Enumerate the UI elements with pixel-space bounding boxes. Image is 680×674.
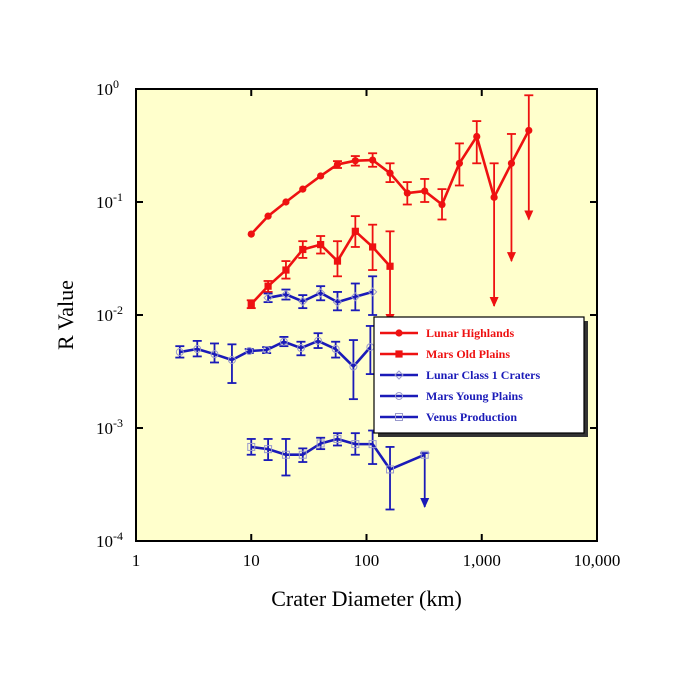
data-point — [317, 240, 325, 249]
data-layer — [175, 94, 534, 511]
data-point — [317, 172, 325, 180]
data-point — [351, 227, 359, 235]
data-point — [386, 262, 394, 270]
data-point — [438, 200, 446, 209]
data-point — [351, 157, 359, 165]
data-point — [263, 293, 273, 303]
limit-arrow — [420, 497, 430, 508]
data-point — [210, 350, 219, 359]
limit-arrow — [489, 297, 499, 308]
data-point — [262, 346, 271, 355]
series-1 — [246, 215, 395, 324]
y-tick-label: 10-3 — [96, 416, 123, 438]
data-point — [245, 347, 254, 356]
x-tick-label: 10 — [243, 551, 260, 570]
plot-background — [136, 89, 597, 541]
legend-marker — [394, 370, 404, 380]
data-point — [420, 450, 429, 459]
data-point — [299, 245, 307, 254]
data-point — [247, 300, 255, 308]
data-point — [525, 126, 533, 135]
legend-label: Lunar Highlands — [426, 326, 514, 340]
data-point — [227, 355, 236, 364]
data-point — [296, 344, 305, 353]
x-tick-label: 1,000 — [463, 551, 501, 570]
data-point — [507, 159, 516, 167]
data-point — [279, 337, 288, 346]
axis-layer: 1 10 100 1,000 10,000 100 10-1 10-2 10-3 10-4 — [96, 77, 620, 570]
y-axis-title: R Value — [53, 280, 78, 350]
series-line — [251, 437, 426, 471]
data-point — [315, 288, 326, 298]
legend-marker — [395, 413, 403, 421]
series-0 — [247, 94, 534, 308]
data-point — [193, 345, 202, 354]
legend-marker — [395, 392, 403, 400]
data-point — [349, 362, 358, 371]
data-point — [281, 289, 291, 300]
data-point — [386, 465, 395, 474]
data-point — [332, 297, 343, 307]
y-tick-label: 10-2 — [96, 303, 123, 325]
data-point — [264, 212, 272, 220]
data-point — [386, 169, 394, 177]
legend-marker — [395, 329, 403, 337]
x-tick-label: 1 — [132, 551, 141, 570]
limit-arrow — [506, 252, 516, 263]
series-2 — [263, 275, 378, 316]
x-axis-title: Crater Diameter (km) — [271, 586, 462, 611]
data-point — [473, 132, 481, 141]
legend-label: Mars Young Plains — [426, 389, 523, 403]
data-point — [421, 187, 429, 195]
limit-arrow — [524, 210, 534, 221]
data-point — [455, 159, 464, 167]
y-tick-label: 100 — [96, 77, 119, 99]
legend-label: Venus Production — [426, 410, 517, 424]
data-point — [316, 439, 325, 448]
y-tick-label: 10-4 — [96, 529, 123, 551]
legend-label: Mars Old Plains — [426, 347, 510, 361]
data-point — [314, 336, 323, 345]
y-tick-label: 10-1 — [96, 190, 123, 212]
data-point — [264, 282, 272, 290]
x-tick-label: 10,000 — [574, 551, 621, 570]
legend-marker — [395, 350, 403, 358]
series-line — [179, 339, 372, 368]
data-point — [282, 266, 290, 274]
data-point — [333, 160, 342, 169]
legend: Lunar Highlands Mars Old Plains Lunar Clas… — [373, 316, 588, 437]
data-point — [369, 243, 377, 251]
data-point — [247, 230, 255, 238]
data-point — [369, 156, 377, 164]
data-point — [281, 450, 290, 459]
data-point — [282, 198, 290, 206]
data-point — [264, 445, 273, 454]
data-point — [403, 189, 411, 197]
data-point — [368, 440, 377, 449]
x-tick-label: 100 — [354, 551, 380, 570]
data-point — [331, 345, 340, 354]
data-point — [175, 348, 184, 357]
data-point — [298, 450, 307, 459]
data-point — [333, 434, 342, 443]
data-point — [351, 440, 360, 449]
series-4 — [246, 429, 430, 511]
data-point — [367, 287, 378, 297]
data-point — [333, 257, 342, 265]
data-point — [490, 193, 498, 201]
data-point — [299, 185, 307, 193]
data-point — [350, 292, 361, 302]
data-point — [298, 296, 308, 307]
data-point — [247, 442, 256, 451]
legend-label: Lunar Class 1 Craters — [426, 368, 540, 382]
